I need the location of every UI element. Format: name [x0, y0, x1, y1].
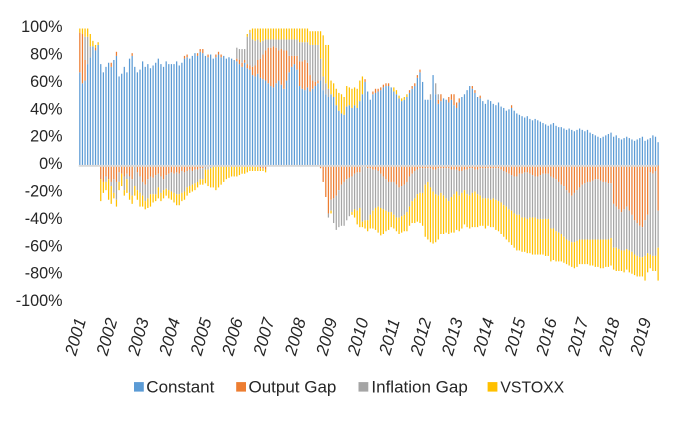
svg-text:-100%: -100% [16, 292, 63, 310]
svg-text:2001: 2001 [61, 316, 90, 359]
svg-text:-60%: -60% [25, 237, 63, 255]
svg-text:2012: 2012 [406, 315, 435, 358]
svg-text:2015: 2015 [501, 315, 530, 358]
svg-text:-40%: -40% [25, 210, 63, 228]
svg-text:2007: 2007 [249, 315, 278, 358]
svg-text:2013: 2013 [438, 315, 467, 358]
svg-text:2014: 2014 [469, 316, 498, 359]
svg-text:2010: 2010 [344, 315, 373, 358]
svg-text:Constant: Constant [146, 378, 214, 397]
svg-text:2019: 2019 [626, 315, 655, 358]
svg-text:2004: 2004 [155, 316, 184, 359]
svg-text:80%: 80% [30, 46, 62, 64]
svg-text:2016: 2016 [532, 315, 561, 358]
svg-text:2002: 2002 [92, 315, 121, 358]
svg-text:-20%: -20% [25, 183, 63, 201]
svg-text:2018: 2018 [595, 315, 624, 358]
svg-text:Inflation Gap: Inflation Gap [371, 378, 467, 397]
svg-text:2006: 2006 [218, 315, 247, 358]
svg-text:2009: 2009 [312, 315, 341, 358]
svg-text:60%: 60% [30, 73, 62, 91]
svg-text:Output Gap: Output Gap [249, 378, 337, 397]
svg-text:2008: 2008 [281, 315, 310, 358]
svg-text:0%: 0% [39, 155, 62, 173]
svg-text:100%: 100% [21, 18, 62, 36]
svg-text:2003: 2003 [124, 315, 153, 358]
svg-text:2005: 2005 [187, 315, 216, 358]
svg-text:20%: 20% [30, 128, 62, 146]
svg-text:VSTOXX: VSTOXX [500, 380, 564, 397]
svg-text:2011: 2011 [375, 316, 404, 357]
svg-text:2017: 2017 [563, 315, 592, 358]
svg-text:40%: 40% [30, 100, 62, 118]
svg-text:-80%: -80% [25, 265, 63, 283]
